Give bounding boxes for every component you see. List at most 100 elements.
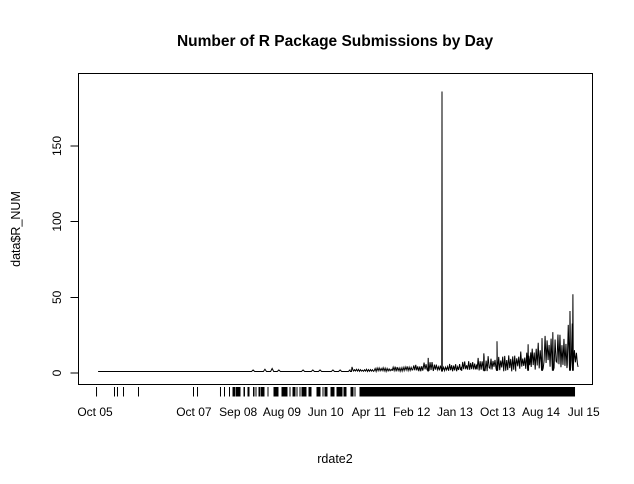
rug-tick — [340, 387, 342, 397]
rug-tick — [96, 387, 98, 397]
rug-tick — [253, 387, 255, 397]
rug-tick — [283, 387, 285, 397]
rug-tick — [309, 387, 311, 397]
y-tick-label: 50 — [50, 290, 64, 304]
rug-tick — [232, 387, 234, 397]
rug-tick — [296, 387, 298, 397]
rug-tick — [116, 387, 118, 397]
rug-tick — [273, 387, 275, 397]
rug-tick — [259, 387, 261, 397]
rug-tick — [360, 387, 362, 397]
rug-tick — [238, 387, 240, 397]
rug-tick — [286, 387, 288, 397]
rug-tick — [197, 387, 199, 397]
rug-tick — [308, 387, 310, 397]
rug-tick — [284, 387, 286, 397]
rug-tick — [302, 387, 304, 397]
rug-tick — [228, 387, 230, 397]
y-tick-label: 0 — [50, 369, 64, 376]
x-tick-label: Jan 13 — [437, 405, 473, 419]
rug-tick — [324, 387, 326, 397]
rug-tick — [282, 387, 284, 397]
y-tick-label: 100 — [50, 211, 64, 231]
rug-tick — [303, 387, 305, 397]
rug-tick — [219, 387, 221, 397]
rug-tick — [305, 387, 307, 397]
x-tick-label: Oct 07 — [176, 405, 212, 419]
rug-tick — [289, 387, 291, 397]
rug-tick — [351, 387, 353, 397]
x-tick-label: Oct 13 — [480, 405, 516, 419]
x-tick-label: Aug 14 — [522, 405, 560, 419]
rug-tick — [113, 387, 115, 397]
date-rug-ticks — [96, 387, 576, 397]
rug-tick — [352, 387, 354, 397]
x-axis: Oct 05 Oct 07 Sep 08 Aug 09 Jun 10 Apr 11 Feb … — [77, 405, 600, 419]
rug-tick — [293, 387, 295, 397]
rug-tick — [317, 387, 319, 397]
rug-tick — [285, 387, 287, 397]
rug-tick — [294, 387, 296, 397]
rug-tick — [260, 387, 262, 397]
rug-tick — [255, 387, 257, 397]
rug-tick — [274, 387, 276, 397]
rug-tick — [123, 387, 125, 397]
rug-tick — [248, 387, 250, 397]
rug-tick — [267, 387, 269, 397]
rug-tick — [354, 387, 356, 397]
rug-tick — [235, 387, 237, 397]
x-tick-label: Jun 10 — [308, 405, 344, 419]
rug-tick — [322, 387, 324, 397]
rug-tick — [333, 387, 335, 397]
rug-tick — [243, 387, 245, 397]
rug-tick — [237, 387, 239, 397]
rug-tick — [338, 387, 340, 397]
rug-tick — [261, 387, 263, 397]
rug-tick — [258, 387, 260, 397]
rug-tick — [330, 387, 332, 397]
rug-tick — [336, 387, 338, 397]
rug-tick — [137, 387, 139, 397]
rug-tick — [292, 387, 294, 397]
rug-tick — [277, 387, 279, 397]
x-tick-label: Apr 11 — [352, 405, 387, 419]
rug-tick — [337, 387, 339, 397]
rug-tick — [343, 387, 345, 397]
rug-tick — [345, 387, 347, 397]
x-tick-label: Jul 15 — [568, 405, 600, 419]
rug-tick — [239, 387, 241, 397]
x-tick-label: Feb 12 — [393, 405, 431, 419]
rug-tick — [224, 387, 226, 397]
rug-tick — [233, 387, 235, 397]
rug-tick — [310, 387, 312, 397]
rug-solid-band — [361, 387, 576, 397]
rug-tick — [263, 387, 265, 397]
rug-tick — [304, 387, 306, 397]
plot-box — [78, 73, 593, 385]
rug-tick — [350, 387, 352, 397]
rug-tick — [325, 387, 327, 397]
x-tick-label: Oct 05 — [77, 405, 113, 419]
rug-tick — [319, 387, 321, 397]
rug-tick — [275, 387, 277, 397]
chart-title: Number of R Package Submissions by Day — [177, 33, 494, 50]
rug-tick — [281, 387, 283, 397]
rug-tick — [192, 387, 194, 397]
rug-tick — [318, 387, 320, 397]
rug-tick — [252, 387, 254, 397]
y-axis: 0 50 100 150 — [50, 136, 78, 376]
rug-tick — [247, 387, 249, 397]
rug-tick — [339, 387, 341, 397]
rug-tick — [344, 387, 346, 397]
x-tick-label: Aug 09 — [263, 405, 301, 419]
rug-tick — [331, 387, 333, 397]
y-axis-label: data$R_NUM — [9, 191, 23, 267]
rug-tick — [262, 387, 264, 397]
x-tick-label: Sep 08 — [219, 405, 257, 419]
rug-tick — [276, 387, 278, 397]
rug-tick — [236, 387, 238, 397]
rug-tick — [316, 387, 318, 397]
x-axis-label: rdate2 — [317, 452, 352, 466]
